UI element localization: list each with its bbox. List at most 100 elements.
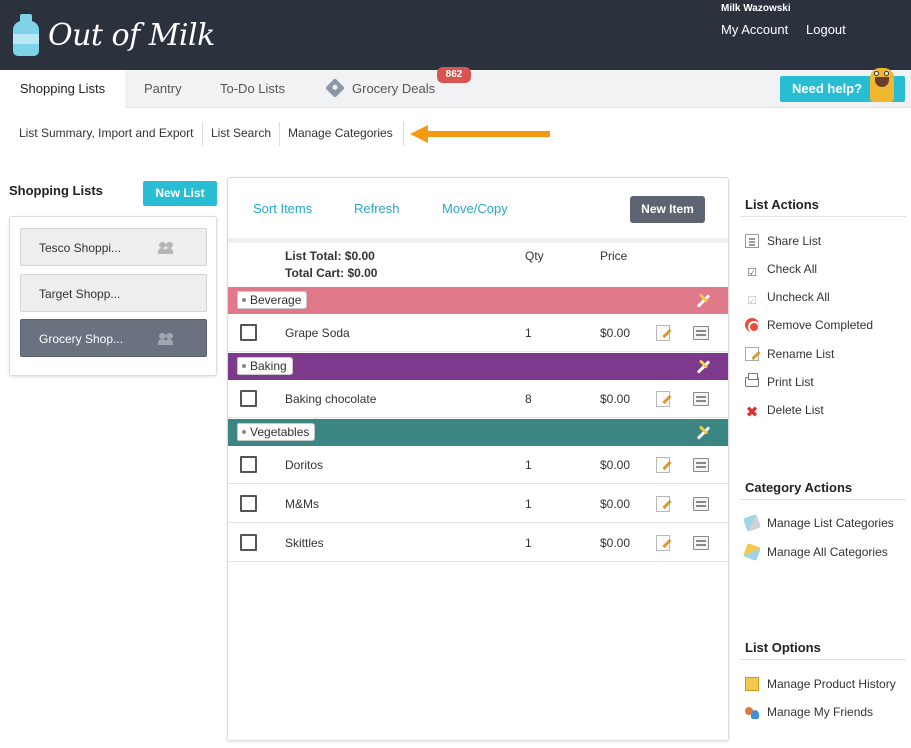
toolbar-divider: [228, 238, 728, 243]
manage-product-history-action[interactable]: Manage Product History: [745, 675, 896, 693]
tab-todo-lists[interactable]: To-Do Lists: [220, 81, 286, 96]
subnav-divider: [202, 122, 203, 146]
subnav-list-search[interactable]: List Search: [211, 126, 272, 140]
menu-icon[interactable]: [693, 458, 709, 472]
print-list-label: Print List: [767, 375, 814, 389]
shopping-lists-panel: Tesco Shoppi... Target Shopp... Grocery …: [9, 216, 217, 376]
subnav-divider: [279, 122, 280, 146]
delete-list-action[interactable]: ✖ Delete List: [745, 401, 824, 421]
app-logo[interactable]: Out of Milk: [12, 14, 215, 56]
manage-product-history-label: Manage Product History: [767, 677, 896, 691]
subnav-manage-categories[interactable]: Manage Categories: [288, 126, 393, 140]
item-name[interactable]: Doritos: [285, 458, 324, 472]
category-tag[interactable]: Baking: [237, 357, 293, 375]
item-price: $0.00: [600, 458, 631, 472]
orange-arrow-icon: [410, 125, 550, 143]
item-price: $0.00: [600, 392, 631, 406]
item-checkbox[interactable]: [240, 324, 257, 341]
remove-completed-label: Remove Completed: [767, 318, 874, 332]
print-icon: [745, 373, 759, 387]
remove-completed-action[interactable]: Remove Completed: [745, 316, 873, 334]
manage-all-categories-action[interactable]: Manage All Categories: [743, 543, 888, 561]
rename-icon: [745, 347, 759, 361]
move-copy-link[interactable]: Move/Copy: [442, 201, 508, 216]
category-tools-icon[interactable]: [695, 425, 711, 441]
check-all-action[interactable]: ☑ Check All: [745, 260, 818, 279]
category-header-baking: Baking: [228, 353, 728, 380]
category-tools-icon[interactable]: [695, 293, 711, 309]
category-header-vegetables: Vegetables: [228, 419, 728, 446]
delete-list-label: Delete List: [767, 403, 824, 417]
price-header: Price: [600, 249, 628, 263]
category-tools-icon[interactable]: [695, 359, 711, 375]
print-list-action[interactable]: Print List: [745, 373, 814, 391]
item-qty: 1: [525, 326, 532, 340]
item-checkbox[interactable]: [240, 495, 257, 512]
list-item-label: Target Shopp...: [39, 287, 121, 301]
list-item-row: Baking chocolate 8 $0.00: [228, 380, 728, 418]
item-name[interactable]: Grape Soda: [285, 326, 350, 340]
list-item-row: M&Ms 1 $0.00: [228, 485, 728, 523]
manage-friends-label: Manage My Friends: [767, 705, 874, 719]
menu-icon[interactable]: [693, 326, 709, 340]
manage-friends-action[interactable]: Manage My Friends: [745, 703, 873, 721]
item-name[interactable]: Baking chocolate: [285, 392, 377, 406]
list-item-tesco[interactable]: Tesco Shoppi...: [20, 228, 207, 266]
tags-icon: [743, 514, 761, 532]
list-total: List Total: $0.00: [285, 249, 375, 263]
list-item-row: Doritos 1 $0.00: [228, 446, 728, 484]
list-item-label: Grocery Shop...: [39, 332, 124, 346]
edit-icon[interactable]: [656, 325, 670, 341]
item-checkbox[interactable]: [240, 390, 257, 407]
item-name[interactable]: Skittles: [285, 536, 324, 550]
item-checkbox[interactable]: [240, 534, 257, 551]
check-icon: ☑: [747, 267, 757, 279]
item-price: $0.00: [600, 536, 631, 550]
edit-icon[interactable]: [656, 391, 670, 407]
new-list-button[interactable]: New List: [143, 181, 217, 206]
uncheck-all-label: Uncheck All: [767, 290, 830, 304]
my-account-link[interactable]: My Account: [721, 22, 789, 37]
menu-icon[interactable]: [693, 536, 709, 550]
new-item-button[interactable]: New Item: [630, 196, 705, 223]
history-icon: [745, 677, 759, 691]
divider: [740, 216, 906, 217]
rename-list-label: Rename List: [767, 347, 835, 361]
logout-link[interactable]: Logout: [806, 22, 846, 37]
uncheck-all-action[interactable]: ☑ Uncheck All: [745, 288, 830, 307]
item-qty: 8: [525, 392, 532, 406]
item-checkbox[interactable]: [240, 456, 257, 473]
item-name[interactable]: M&Ms: [285, 497, 319, 511]
list-item-target[interactable]: Target Shopp...: [20, 274, 207, 312]
subnav-list-summary[interactable]: List Summary, Import and Export: [19, 126, 194, 140]
share-list-action[interactable]: Share List: [745, 232, 821, 250]
rename-list-action[interactable]: Rename List: [745, 345, 834, 363]
tools-icon: [743, 543, 761, 561]
edit-icon[interactable]: [656, 535, 670, 551]
list-item-grocery[interactable]: Grocery Shop...: [20, 319, 207, 357]
milk-bottle-icon: [12, 14, 40, 56]
edit-icon[interactable]: [656, 457, 670, 473]
list-item-label: Tesco Shoppi...: [39, 241, 122, 255]
tab-grocery-deals[interactable]: Grocery Deals: [325, 70, 435, 108]
deal-tag-icon: [325, 78, 345, 98]
tab-pantry[interactable]: Pantry: [144, 81, 182, 96]
tab-shopping-lists[interactable]: Shopping Lists: [0, 70, 125, 109]
manage-all-categories-label: Manage All Categories: [767, 545, 888, 559]
qty-header: Qty: [525, 249, 544, 263]
manage-list-categories-action[interactable]: Manage List Categories: [743, 514, 894, 532]
edit-icon[interactable]: [656, 496, 670, 512]
category-tag[interactable]: Vegetables: [237, 423, 316, 441]
menu-icon[interactable]: [693, 392, 709, 406]
menu-icon[interactable]: [693, 497, 709, 511]
deals-count-badge: 862: [437, 67, 471, 83]
item-qty: 1: [525, 458, 532, 472]
check-all-label: Check All: [767, 262, 818, 276]
refresh-link[interactable]: Refresh: [354, 201, 400, 216]
category-tag[interactable]: Beverage: [237, 291, 308, 309]
sort-items-link[interactable]: Sort Items: [253, 201, 313, 216]
delete-icon: ✖: [745, 404, 759, 421]
list-options-title: List Options: [745, 640, 821, 655]
shared-people-icon: [158, 333, 174, 345]
mascot-icon: [866, 60, 898, 102]
